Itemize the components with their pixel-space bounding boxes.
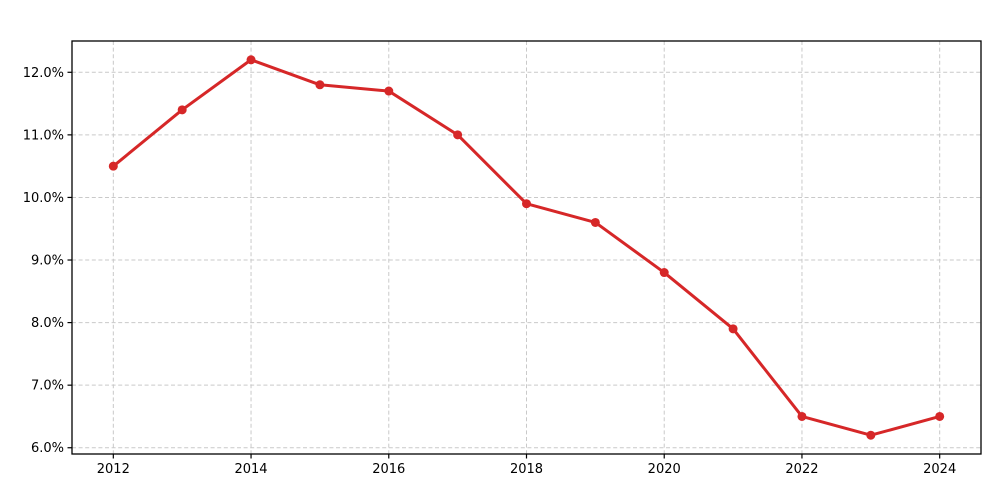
data-point [866, 430, 876, 440]
data-point [590, 217, 600, 227]
y-tick-label: 10.0% [23, 191, 64, 206]
data-point [659, 268, 669, 278]
y-tick-label: 12.0% [23, 66, 64, 81]
data-point [728, 324, 738, 334]
x-tick-label: 2014 [234, 462, 267, 477]
data-point [797, 411, 807, 421]
y-tick-label: 11.0% [23, 128, 64, 143]
data-point [246, 55, 256, 65]
data-point [453, 130, 463, 140]
data-point [108, 161, 118, 171]
x-tick-label: 2012 [97, 462, 130, 477]
y-tick-label: 8.0% [31, 316, 64, 331]
y-tick-label: 6.0% [31, 441, 64, 456]
data-point [935, 411, 945, 421]
y-tick-label: 7.0% [31, 379, 64, 394]
x-tick-label: 2022 [785, 462, 818, 477]
data-point [315, 80, 325, 90]
data-point [384, 86, 394, 96]
x-tick-label: 2018 [510, 462, 543, 477]
x-tick-label: 2024 [923, 462, 956, 477]
x-tick-label: 2016 [372, 462, 405, 477]
data-point [177, 105, 187, 115]
data-point [522, 199, 531, 209]
plot-border [71, 40, 982, 455]
y-tick-label: 9.0% [31, 254, 64, 269]
x-tick-label: 2020 [648, 462, 681, 477]
